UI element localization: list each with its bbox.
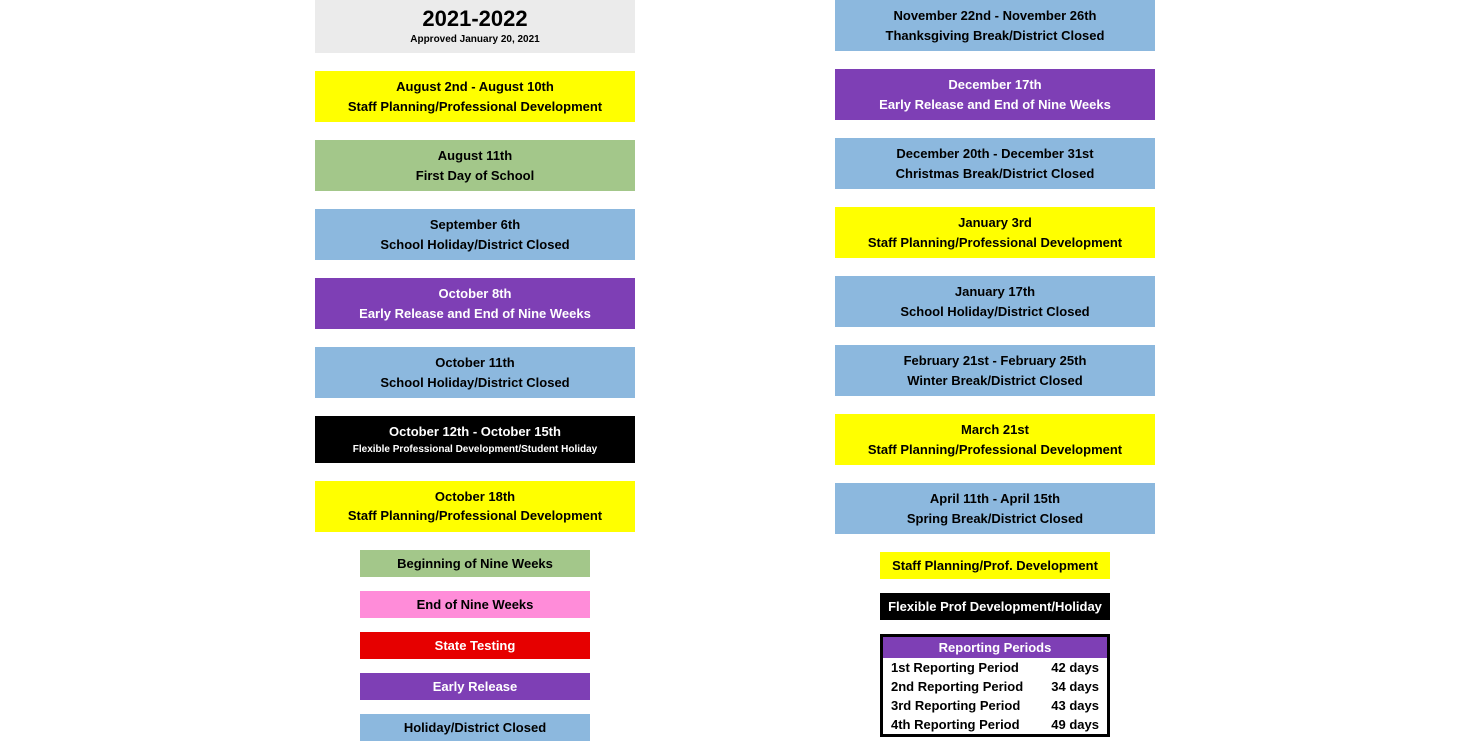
event-desc: School Holiday/District Closed [315,235,635,255]
right-column: November 22nd - November 26thThanksgivin… [835,0,1155,755]
left-event-0: August 2nd - August 10thStaff Planning/P… [315,71,635,122]
left-legend-4: Holiday/District Closed [360,714,590,741]
left-column: 2021-2022 Approved January 20, 2021 Augu… [315,0,635,755]
right-event-6: March 21stStaff Planning/Professional De… [835,414,1155,465]
event-desc: Staff Planning/Professional Development [835,233,1155,253]
event-date: November 22nd - November 26th [835,6,1155,26]
event-desc: Spring Break/District Closed [835,509,1155,529]
event-date: October 11th [315,353,635,373]
event-date: August 2nd - August 10th [315,77,635,97]
right-legend-1: Flexible Prof Development/Holiday [880,593,1110,620]
event-desc: School Holiday/District Closed [835,302,1155,322]
event-date: April 11th - April 15th [835,489,1155,509]
reporting-row-days: 34 days [1051,679,1099,694]
event-date: February 21st - February 25th [835,351,1155,371]
right-event-3: January 3rdStaff Planning/Professional D… [835,207,1155,258]
event-desc: Thanksgiving Break/District Closed [835,26,1155,46]
right-event-2: December 20th - December 31stChristmas B… [835,138,1155,189]
event-date: March 21st [835,420,1155,440]
left-event-3: October 8thEarly Release and End of Nine… [315,278,635,329]
event-desc: Staff Planning/Professional Development [315,506,635,526]
event-desc: Staff Planning/Professional Development [315,97,635,117]
right-event-7: April 11th - April 15thSpring Break/Dist… [835,483,1155,534]
left-event-6: October 18thStaff Planning/Professional … [315,481,635,532]
left-event-2: September 6thSchool Holiday/District Clo… [315,209,635,260]
left-event-1: August 11thFirst Day of School [315,140,635,191]
reporting-row-label: 4th Reporting Period [891,717,1020,732]
left-legend-2: State Testing [360,632,590,659]
reporting-row-days: 49 days [1051,717,1099,732]
event-date: October 8th [315,284,635,304]
event-desc: Staff Planning/Professional Development [835,440,1155,460]
reporting-periods-title: Reporting Periods [883,637,1107,658]
right-event-5: February 21st - February 25thWinter Brea… [835,345,1155,396]
reporting-row-1: 2nd Reporting Period 34 days [883,677,1107,696]
event-date: December 20th - December 31st [835,144,1155,164]
reporting-row-2: 3rd Reporting Period 43 days [883,696,1107,715]
right-event-1: December 17thEarly Release and End of Ni… [835,69,1155,120]
event-desc: Early Release and End of Nine Weeks [315,304,635,324]
right-event-4: January 17thSchool Holiday/District Clos… [835,276,1155,327]
event-desc: Christmas Break/District Closed [835,164,1155,184]
event-date: January 3rd [835,213,1155,233]
event-date: October 12th - October 15th [315,422,635,442]
reporting-row-0: 1st Reporting Period 42 days [883,658,1107,677]
event-desc: Winter Break/District Closed [835,371,1155,391]
event-date: December 17th [835,75,1155,95]
reporting-row-label: 3rd Reporting Period [891,698,1020,713]
event-desc: Flexible Professional Development/Studen… [315,442,635,457]
event-date: January 17th [835,282,1155,302]
event-date: August 11th [315,146,635,166]
event-date: September 6th [315,215,635,235]
event-date: October 18th [315,487,635,507]
right-legend-0: Staff Planning/Prof. Development [880,552,1110,579]
left-event-4: October 11thSchool Holiday/District Clos… [315,347,635,398]
event-desc: Early Release and End of Nine Weeks [835,95,1155,115]
left-legend-0: Beginning of Nine Weeks [360,550,590,577]
right-event-0: November 22nd - November 26thThanksgivin… [835,0,1155,51]
year-subtitle: Approved January 20, 2021 [315,34,635,45]
event-desc: School Holiday/District Closed [315,373,635,393]
reporting-row-label: 1st Reporting Period [891,660,1019,675]
reporting-row-3: 4th Reporting Period 49 days [883,715,1107,734]
event-desc: First Day of School [315,166,635,186]
left-legend-3: Early Release [360,673,590,700]
year-header: 2021-2022 Approved January 20, 2021 [315,0,635,53]
reporting-periods-box: Reporting Periods 1st Reporting Period 42… [880,634,1110,737]
year-title: 2021-2022 [315,6,635,32]
left-event-5: October 12th - October 15thFlexible Prof… [315,416,635,463]
reporting-row-days: 42 days [1051,660,1099,675]
reporting-row-label: 2nd Reporting Period [891,679,1023,694]
left-legend-1: End of Nine Weeks [360,591,590,618]
reporting-row-days: 43 days [1051,698,1099,713]
